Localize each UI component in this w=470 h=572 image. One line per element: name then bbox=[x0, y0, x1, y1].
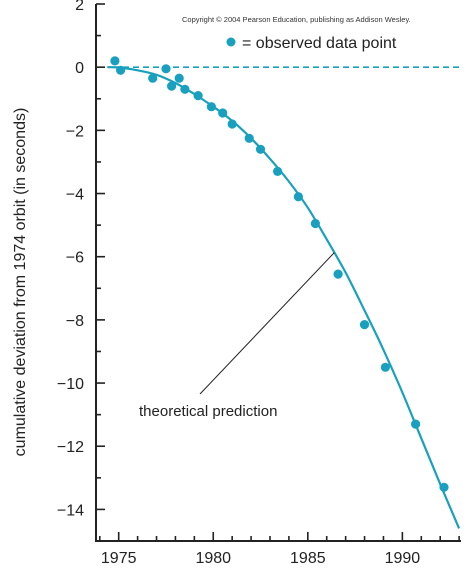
data-point bbox=[359, 320, 370, 330]
data-point bbox=[161, 64, 171, 74]
y-tick-label: −2 bbox=[66, 123, 84, 140]
y-tick-label: −12 bbox=[57, 439, 84, 456]
observed-data-points bbox=[110, 56, 449, 492]
x-tick-label: 1990 bbox=[385, 550, 421, 567]
copyright-notice: Copyright © 2004 Pearson Education, publ… bbox=[182, 15, 411, 24]
x-tick-label: 1975 bbox=[101, 550, 137, 567]
data-point bbox=[206, 102, 216, 112]
data-point bbox=[380, 362, 390, 372]
theoretical-prediction-curve bbox=[107, 66, 461, 529]
y-axis-label: cumulative deviation from 1974 orbit (in… bbox=[12, 108, 29, 457]
data-point bbox=[333, 269, 343, 279]
data-point bbox=[148, 73, 158, 83]
data-point bbox=[110, 56, 120, 66]
y-tick-label: −4 bbox=[66, 187, 84, 204]
data-point bbox=[174, 73, 184, 83]
annotation-leader-line bbox=[199, 252, 335, 395]
legend-label: = observed data point bbox=[242, 35, 397, 52]
data-point bbox=[255, 144, 266, 154]
x-tick-label: 1980 bbox=[195, 550, 231, 567]
data-point bbox=[116, 65, 126, 75]
data-point bbox=[273, 166, 283, 176]
y-tick-label: −8 bbox=[66, 313, 84, 330]
data-point bbox=[439, 482, 449, 492]
annotation-label: theoretical prediction bbox=[139, 403, 277, 420]
y-tick-label: −10 bbox=[57, 376, 84, 393]
data-point bbox=[244, 133, 254, 143]
data-point bbox=[411, 419, 421, 429]
data-point bbox=[227, 119, 237, 129]
data-point bbox=[310, 218, 320, 229]
x-tick-label: 1985 bbox=[290, 550, 326, 567]
y-tick-label: 0 bbox=[75, 60, 84, 77]
y-tick-label: −6 bbox=[66, 250, 84, 267]
y-tick-label: 2 bbox=[75, 0, 84, 14]
data-point bbox=[293, 192, 303, 202]
data-point bbox=[218, 108, 228, 118]
legend-marker bbox=[226, 37, 236, 47]
legend: = observed data point bbox=[226, 35, 397, 52]
y-tick-label: −14 bbox=[57, 502, 84, 519]
data-point bbox=[167, 81, 177, 91]
y-axis-ticks: 2 0 −2 −4 −6 −8 −10 −12 −14 bbox=[57, 0, 105, 542]
data-point bbox=[193, 91, 203, 101]
data-point bbox=[180, 84, 190, 94]
x-axis-ticks: 1975 1980 1985 1990 bbox=[98, 532, 460, 567]
